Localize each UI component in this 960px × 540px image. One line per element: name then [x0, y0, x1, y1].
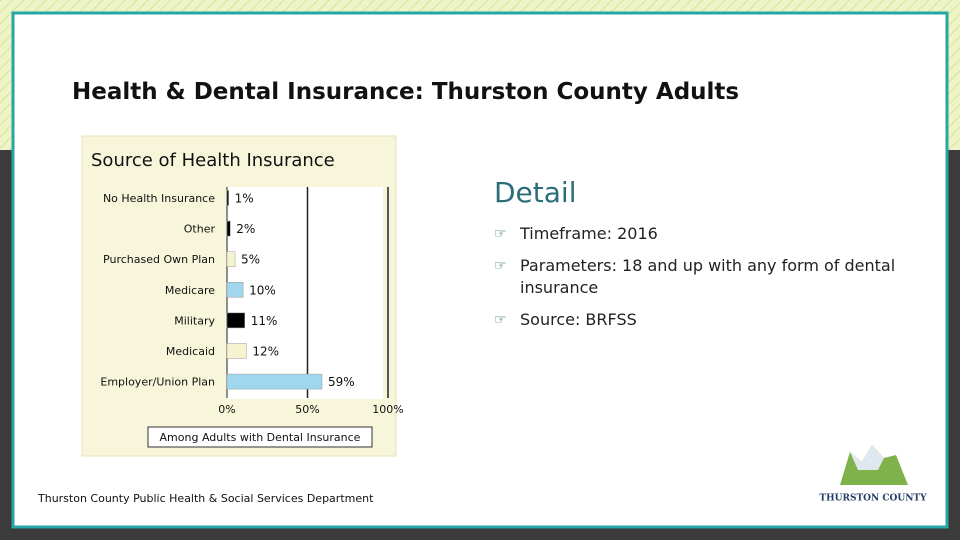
y-tick-label: No Health Insurance — [103, 192, 215, 205]
detail-item: ☞ Parameters: 18 and up with any form of … — [494, 255, 900, 299]
bar — [226, 373, 323, 390]
footer: Thurston County Public Health & Social S… — [38, 492, 374, 505]
detail-text: Timeframe: 2016 — [520, 224, 658, 243]
bar — [226, 251, 236, 267]
detail: Detail ☞ Timeframe: 2016 ☞ Parameters: 18 a… — [494, 176, 914, 341]
value-label: 59% — [328, 375, 355, 389]
slide-title: Health & Dental Insurance: Thurston Coun… — [72, 79, 740, 105]
x-tick-label: 50% — [295, 403, 319, 416]
value-label: 5% — [241, 253, 260, 267]
logo: THURSTON COUNTY — [819, 445, 927, 504]
bar — [226, 343, 247, 359]
chart-title: Source of Health Insurance — [91, 150, 335, 171]
bar — [226, 282, 244, 298]
value-label: 11% — [251, 314, 278, 328]
x-tick-label: 0% — [218, 403, 235, 416]
bullet-icon: ☞ — [494, 226, 507, 242]
value-label: 10% — [249, 283, 276, 297]
legend-box — [147, 426, 373, 448]
value-label: 12% — [252, 345, 279, 359]
logo-mountain — [850, 445, 884, 470]
value-label: 1% — [235, 192, 254, 206]
bar — [226, 190, 229, 206]
y-tick-label: Purchased Own Plan — [103, 253, 215, 266]
bullet-icon: ☞ — [494, 258, 507, 274]
bullet-icon: ☞ — [494, 312, 507, 328]
y-tick-label: Medicare — [165, 284, 215, 297]
y-tick-label: Employer/Union Plan — [100, 376, 215, 389]
y-tick-label: Other — [184, 223, 216, 236]
bar — [226, 312, 245, 329]
y-tick-label: Military — [174, 314, 215, 327]
value-label: 2% — [236, 222, 255, 236]
x-tick-label: 100% — [372, 403, 403, 416]
detail-item: ☞ Source: BRFSS — [494, 309, 900, 331]
detail-item: ☞ Timeframe: 2016 — [494, 223, 900, 245]
detail-heading: Detail — [494, 176, 577, 209]
bar — [226, 220, 231, 237]
y-tick-label: Medicaid — [166, 345, 215, 358]
plot-area — [227, 187, 383, 399]
detail-text: Parameters: 18 and up with any form of d… — [520, 256, 896, 297]
detail-list: ☞ Timeframe: 2016 ☞ Parameters: 18 and up w… — [494, 223, 914, 331]
logo-text: THURSTON COUNTY — [819, 494, 927, 504]
legend-label: Among Adults with Dental Insurance — [160, 431, 361, 444]
detail-text: Source: BRFSS — [520, 310, 637, 329]
